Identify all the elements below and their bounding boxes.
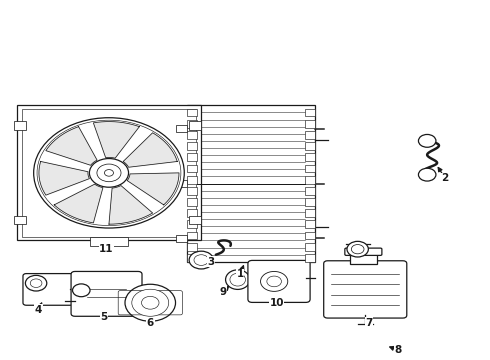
- Bar: [90, 237, 128, 246]
- Circle shape: [418, 134, 436, 147]
- Bar: [305, 254, 316, 262]
- Circle shape: [347, 241, 368, 257]
- Circle shape: [25, 275, 47, 291]
- Circle shape: [34, 118, 184, 228]
- Polygon shape: [54, 184, 103, 223]
- Circle shape: [194, 255, 209, 265]
- Circle shape: [142, 296, 159, 309]
- Polygon shape: [39, 162, 89, 195]
- Bar: [187, 120, 197, 128]
- Bar: [187, 142, 197, 150]
- Circle shape: [104, 170, 114, 176]
- Bar: [187, 209, 197, 217]
- Bar: [305, 120, 316, 128]
- Text: 2: 2: [441, 173, 449, 183]
- Text: 4: 4: [35, 305, 42, 315]
- FancyBboxPatch shape: [23, 274, 74, 305]
- Circle shape: [261, 271, 288, 291]
- Bar: [305, 198, 316, 206]
- Bar: [305, 153, 316, 161]
- FancyBboxPatch shape: [248, 260, 310, 302]
- Circle shape: [30, 279, 42, 288]
- FancyBboxPatch shape: [345, 248, 382, 255]
- Bar: [187, 153, 197, 161]
- Text: 8: 8: [394, 345, 402, 355]
- Bar: [187, 105, 316, 262]
- Bar: [305, 209, 316, 217]
- Bar: [187, 254, 197, 262]
- Polygon shape: [123, 133, 177, 167]
- Circle shape: [89, 158, 128, 187]
- Circle shape: [351, 244, 364, 254]
- Bar: [14, 121, 26, 130]
- Bar: [305, 131, 316, 139]
- Bar: [305, 176, 316, 184]
- Bar: [189, 121, 201, 130]
- Bar: [187, 243, 197, 251]
- Text: 7: 7: [365, 318, 372, 328]
- Circle shape: [267, 276, 281, 287]
- Bar: [176, 125, 187, 132]
- Bar: [350, 254, 376, 264]
- Text: 5: 5: [100, 312, 108, 322]
- Polygon shape: [109, 185, 152, 224]
- Bar: [305, 109, 316, 116]
- Bar: [176, 235, 187, 242]
- Polygon shape: [46, 127, 97, 165]
- Bar: [187, 220, 197, 228]
- Bar: [305, 243, 316, 251]
- Ellipse shape: [230, 273, 245, 286]
- Bar: [187, 198, 197, 206]
- Bar: [22, 109, 196, 237]
- Bar: [305, 187, 316, 195]
- Bar: [187, 131, 197, 139]
- FancyBboxPatch shape: [324, 261, 407, 318]
- Bar: [305, 165, 316, 172]
- Text: 10: 10: [270, 298, 284, 308]
- Bar: [14, 216, 26, 225]
- Text: 11: 11: [99, 244, 114, 255]
- Polygon shape: [94, 122, 139, 158]
- Text: 1: 1: [237, 269, 244, 279]
- Bar: [17, 105, 201, 240]
- Polygon shape: [127, 173, 179, 205]
- FancyBboxPatch shape: [71, 271, 142, 316]
- Text: 3: 3: [207, 257, 215, 267]
- Bar: [305, 142, 316, 150]
- Bar: [187, 176, 197, 184]
- Circle shape: [189, 251, 214, 269]
- Ellipse shape: [225, 270, 250, 289]
- Circle shape: [73, 284, 90, 297]
- Circle shape: [97, 164, 121, 182]
- Text: 9: 9: [220, 287, 227, 297]
- Circle shape: [418, 168, 436, 181]
- Bar: [305, 220, 316, 228]
- Bar: [187, 109, 197, 116]
- Circle shape: [125, 284, 175, 321]
- Bar: [176, 180, 187, 187]
- Bar: [189, 216, 201, 225]
- Bar: [187, 187, 197, 195]
- Bar: [187, 165, 197, 172]
- Bar: [187, 231, 197, 239]
- Text: 6: 6: [147, 318, 154, 328]
- Circle shape: [132, 289, 169, 316]
- Bar: [305, 231, 316, 239]
